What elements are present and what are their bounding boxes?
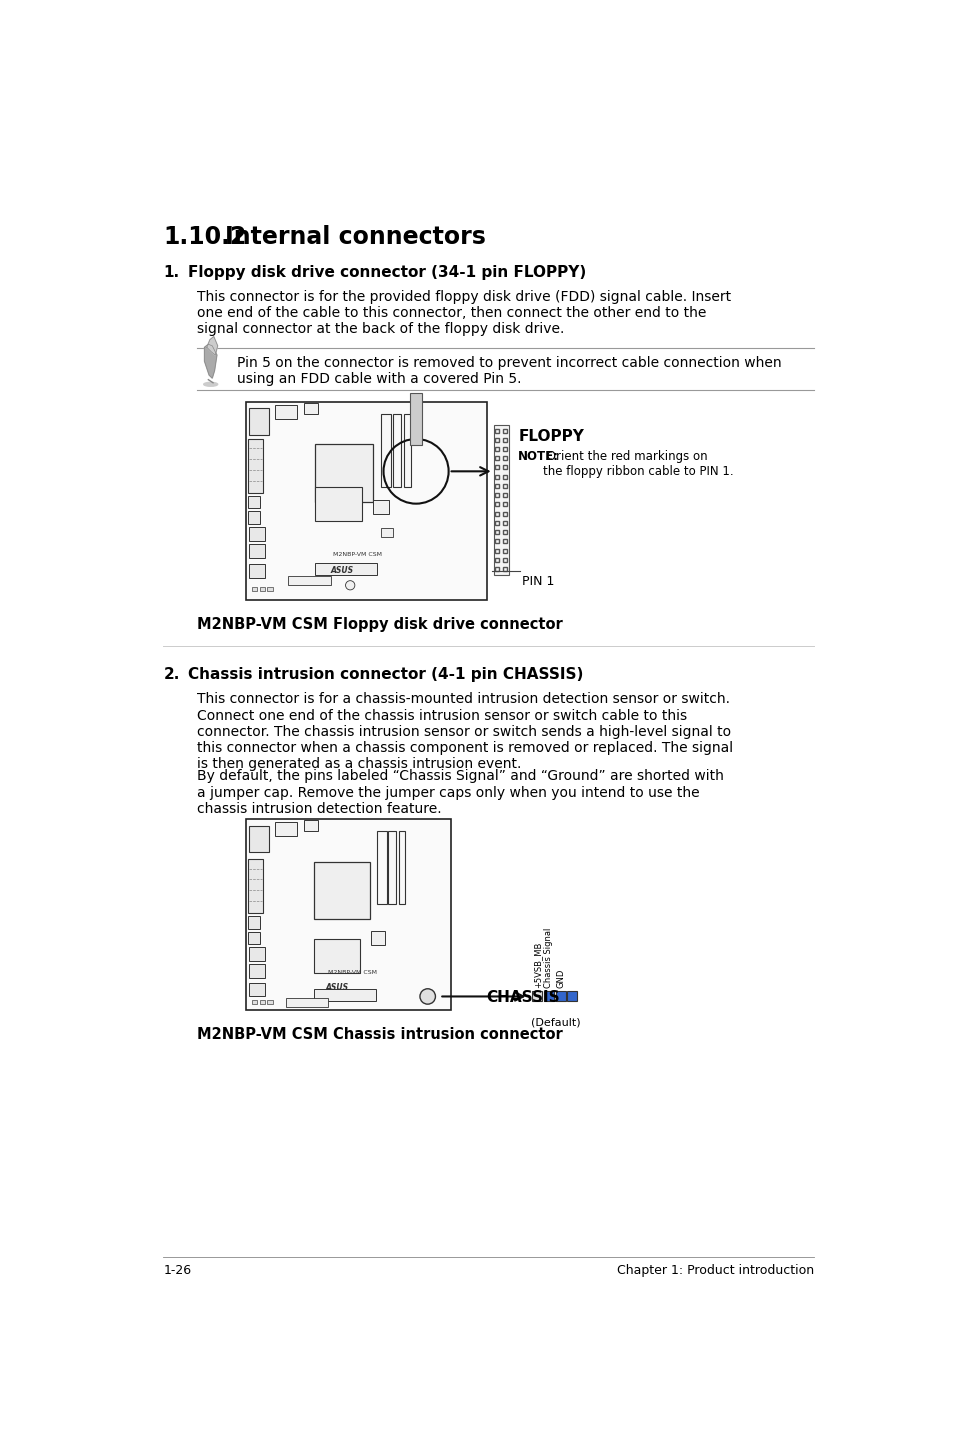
Bar: [249, 948, 265, 961]
Text: Chassis intrusion connector (4-1 pin CHASSIS): Chassis intrusion connector (4-1 pin CHA…: [188, 667, 583, 682]
Bar: [377, 831, 386, 905]
Bar: [493, 426, 509, 575]
Bar: [249, 408, 269, 436]
Bar: [249, 545, 265, 558]
Ellipse shape: [204, 383, 217, 387]
Bar: [249, 564, 265, 578]
Bar: [249, 963, 265, 978]
Bar: [267, 587, 273, 591]
Circle shape: [419, 989, 435, 1004]
Bar: [388, 831, 395, 905]
Bar: [314, 989, 375, 1001]
Bar: [248, 932, 260, 945]
Bar: [381, 414, 390, 486]
Bar: [381, 528, 393, 536]
Text: Floppy disk drive connector (34-1 pin FLOPPY): Floppy disk drive connector (34-1 pin FL…: [188, 265, 586, 280]
Bar: [371, 930, 385, 945]
Bar: [248, 439, 263, 493]
Text: This connector is for a chassis-mounted intrusion detection sensor or switch.
Co: This connector is for a chassis-mounted …: [196, 692, 732, 771]
Bar: [252, 587, 257, 591]
Text: PIN 1: PIN 1: [521, 575, 554, 588]
Bar: [267, 1001, 273, 1004]
Bar: [259, 587, 265, 591]
Text: +5VSB_MB: +5VSB_MB: [533, 942, 541, 988]
Bar: [245, 403, 487, 600]
Circle shape: [345, 581, 355, 590]
Text: 2.: 2.: [163, 667, 179, 682]
Bar: [249, 982, 265, 997]
Bar: [314, 861, 369, 919]
Text: Chapter 1: Product introduction: Chapter 1: Product introduction: [617, 1264, 814, 1277]
Text: Internal connectors: Internal connectors: [225, 224, 486, 249]
Text: By default, the pins labeled “Chassis Signal” and “Ground” are shorted with
a ju: By default, the pins labeled “Chassis Si…: [196, 769, 723, 815]
Text: (Default): (Default): [530, 1017, 579, 1027]
Text: CHASSIS: CHASSIS: [485, 991, 558, 1005]
Text: Orient the red markings on
the floppy ribbon cable to PIN 1.: Orient the red markings on the floppy ri…: [542, 450, 733, 477]
Text: ASUS: ASUS: [331, 567, 354, 575]
Bar: [245, 820, 451, 1011]
Bar: [252, 1001, 257, 1004]
Text: Pin 5 on the connector is removed to prevent incorrect cable connection when
usi: Pin 5 on the connector is removed to pre…: [236, 355, 781, 385]
Polygon shape: [204, 344, 216, 378]
Bar: [248, 512, 260, 523]
Bar: [393, 414, 400, 486]
Text: 1.10.2: 1.10.2: [163, 224, 247, 249]
Bar: [555, 991, 565, 1001]
Bar: [398, 831, 405, 905]
Bar: [532, 991, 542, 1001]
Bar: [567, 991, 577, 1001]
Bar: [249, 526, 265, 541]
Bar: [315, 444, 373, 502]
Bar: [315, 486, 361, 522]
Bar: [314, 939, 360, 974]
Bar: [248, 496, 260, 508]
Bar: [373, 500, 389, 513]
Text: 1-26: 1-26: [163, 1264, 192, 1277]
Text: M2NBP-VM CSM: M2NBP-VM CSM: [328, 969, 376, 975]
Bar: [410, 393, 422, 446]
Text: This connector is for the provided floppy disk drive (FDD) signal cable. Insert
: This connector is for the provided flopp…: [196, 289, 730, 336]
Polygon shape: [207, 336, 217, 355]
Text: Chassis Signal: Chassis Signal: [544, 928, 553, 988]
Text: M2NBP-VM CSM Chassis intrusion connector: M2NBP-VM CSM Chassis intrusion connector: [196, 1027, 562, 1043]
Bar: [286, 998, 328, 1007]
Bar: [303, 820, 317, 831]
Bar: [249, 825, 269, 853]
Bar: [259, 1001, 265, 1004]
Text: FLOPPY: FLOPPY: [517, 429, 583, 444]
Text: M2NBP-VM CSM Floppy disk drive connector: M2NBP-VM CSM Floppy disk drive connector: [196, 617, 562, 631]
Text: NOTE:: NOTE:: [517, 450, 558, 463]
Bar: [404, 414, 410, 486]
Bar: [303, 403, 317, 414]
Bar: [315, 562, 377, 575]
Bar: [248, 916, 260, 929]
Text: M2NBP-VM CSM: M2NBP-VM CSM: [334, 552, 382, 557]
Bar: [274, 406, 296, 418]
Bar: [288, 577, 331, 585]
Text: ASUS: ASUS: [325, 984, 348, 992]
Bar: [274, 823, 296, 837]
Bar: [248, 860, 263, 913]
Bar: [543, 991, 554, 1001]
Text: 1.: 1.: [163, 265, 179, 280]
Text: GND: GND: [556, 969, 564, 988]
